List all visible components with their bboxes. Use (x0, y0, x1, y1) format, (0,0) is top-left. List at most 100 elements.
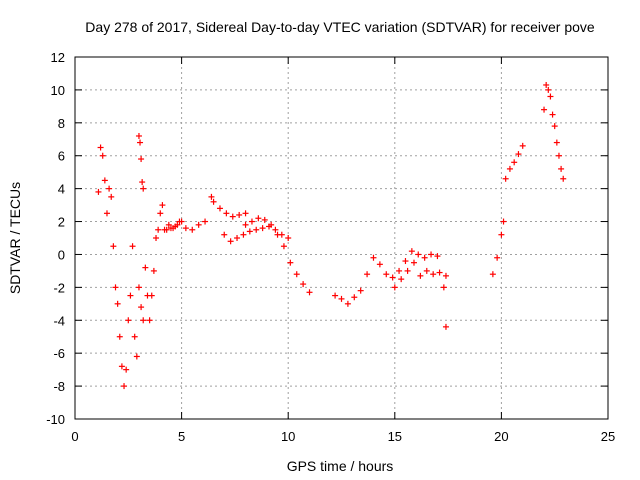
data-point (274, 231, 281, 238)
data-point (99, 152, 106, 159)
data-point (268, 221, 275, 228)
data-point (253, 226, 260, 233)
data-point (216, 205, 223, 212)
y-tick-label: 6 (58, 149, 65, 164)
data-point (221, 231, 228, 238)
y-tick-label: 0 (58, 247, 65, 262)
y-tick-label: 12 (51, 50, 65, 65)
data-point (142, 264, 149, 271)
data-point (140, 185, 147, 192)
data-point (148, 292, 155, 299)
data-point (150, 267, 157, 274)
y-tick-label: -10 (46, 412, 65, 427)
data-point (547, 93, 554, 100)
y-axis-label: SDTVAR / TECUs (7, 182, 23, 294)
data-point (133, 353, 140, 360)
y-tick-label: 4 (58, 182, 65, 197)
y-tick-label: -6 (53, 346, 65, 361)
data-point (351, 294, 358, 301)
data-point (108, 193, 115, 200)
data-point (121, 383, 128, 390)
data-point (332, 292, 339, 299)
data-point (555, 152, 562, 159)
data-point (208, 193, 215, 200)
data-point (551, 123, 558, 130)
data-point (408, 248, 415, 255)
axis-ticks: -10 -8 -6 -4 -2 0 2 4 6 8 10 12 0 5 10 15 20 25 (46, 50, 615, 444)
data-point (242, 221, 249, 228)
data-point (500, 218, 507, 225)
data-point (287, 259, 294, 266)
data-point (195, 221, 202, 228)
data-point (240, 231, 247, 238)
data-point (489, 271, 496, 278)
data-point (182, 225, 189, 232)
data-point (97, 144, 104, 151)
data-point (146, 317, 153, 324)
data-point (376, 261, 383, 268)
data-point (498, 231, 505, 238)
x-tick-label: 0 (71, 429, 78, 444)
data-point (558, 165, 565, 172)
data-point (138, 304, 145, 311)
data-point (545, 86, 552, 93)
data-point (553, 139, 560, 146)
y-tick-label: 10 (51, 83, 65, 98)
x-tick-label: 25 (601, 429, 615, 444)
data-point (272, 226, 279, 233)
data-point (202, 218, 209, 225)
data-point (436, 269, 443, 276)
data-point (189, 226, 196, 233)
chart-title: Day 278 of 2017, Sidereal Day-to-day VTE… (85, 19, 595, 35)
data-point (112, 284, 119, 291)
data-series (95, 81, 567, 390)
data-point (560, 175, 567, 182)
data-point (174, 221, 181, 228)
data-point (423, 267, 430, 274)
data-point (153, 235, 160, 241)
data-point (280, 243, 287, 250)
data-point (125, 317, 132, 324)
data-point (396, 267, 403, 274)
data-point (389, 274, 396, 281)
data-point (248, 218, 255, 225)
x-tick-label: 10 (281, 429, 295, 444)
data-point (229, 213, 236, 220)
data-point (138, 156, 145, 163)
data-point (357, 287, 364, 294)
data-point (106, 185, 113, 192)
data-point (293, 271, 300, 278)
data-point (140, 317, 147, 324)
data-point (236, 211, 243, 218)
data-point (114, 300, 121, 307)
y-tick-label: 2 (58, 215, 65, 230)
data-point (157, 210, 164, 217)
x-tick-label: 20 (494, 429, 508, 444)
data-point (285, 235, 292, 241)
data-point (404, 267, 411, 274)
data-point (246, 228, 253, 235)
data-point (131, 333, 138, 340)
data-point (155, 226, 162, 233)
y-tick-label: -4 (53, 313, 65, 328)
data-point (338, 295, 345, 302)
data-point (442, 323, 449, 330)
data-point (398, 276, 405, 283)
data-point (364, 271, 371, 278)
data-point (506, 165, 513, 172)
data-point (494, 254, 501, 261)
data-point (178, 218, 185, 225)
data-point (103, 210, 110, 217)
data-point (255, 215, 262, 222)
data-point (118, 363, 125, 370)
data-point (383, 271, 390, 278)
data-point (163, 226, 170, 233)
data-point (511, 159, 518, 166)
data-point (549, 111, 556, 118)
data-point (344, 300, 351, 307)
data-point (440, 284, 447, 291)
data-point (442, 272, 449, 279)
y-tick-label: 8 (58, 116, 65, 131)
grid (75, 57, 608, 419)
